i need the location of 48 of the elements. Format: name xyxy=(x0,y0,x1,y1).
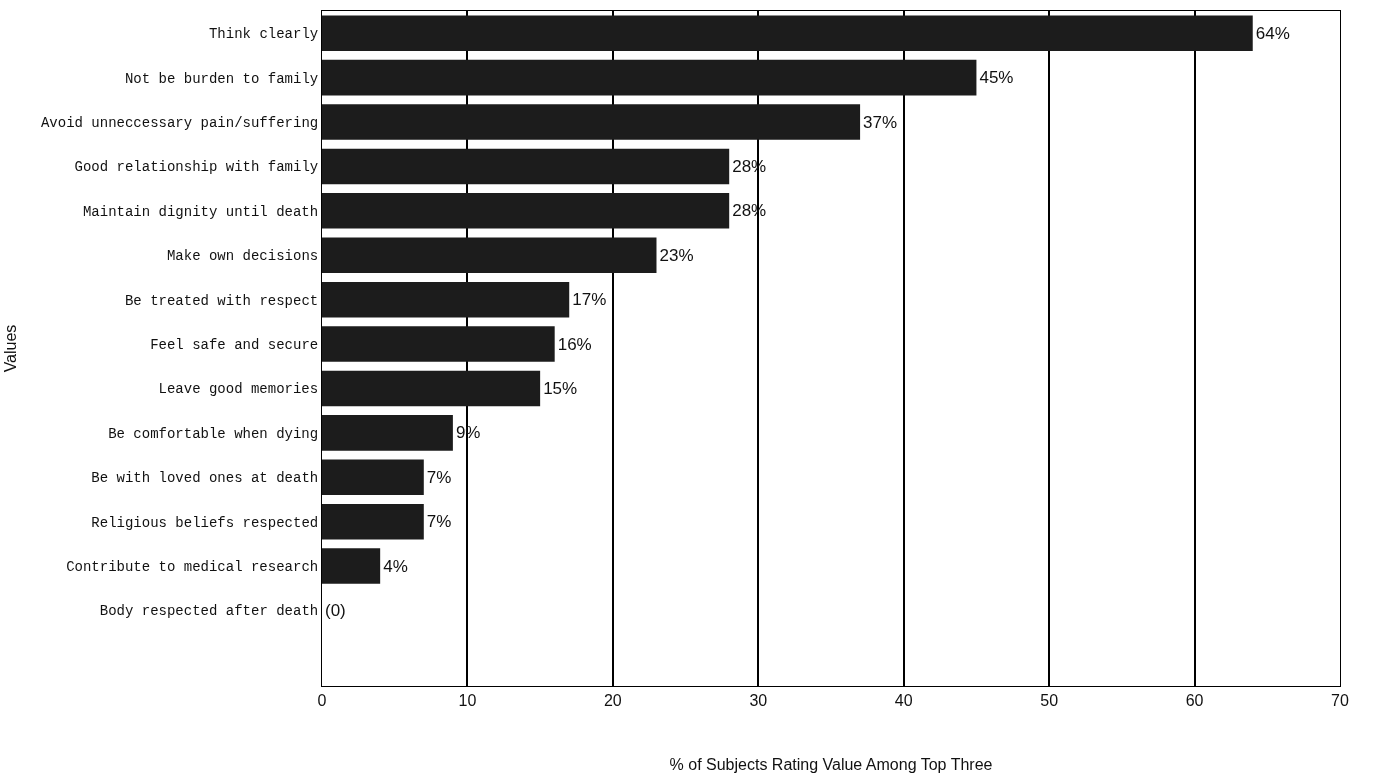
x-tick-label: 50 xyxy=(1040,692,1059,710)
data-label: 45% xyxy=(979,68,1014,88)
y-tick-label: Contribute to medical research xyxy=(66,559,319,575)
bar xyxy=(322,281,570,318)
bar xyxy=(322,148,730,185)
x-tick-label: 60 xyxy=(1185,692,1204,710)
data-label: 23% xyxy=(659,245,694,265)
y-tick-label: Avoid unneccessary pain/suffering xyxy=(40,114,319,131)
y-axis-title: Values xyxy=(1,324,19,373)
bar xyxy=(322,548,381,584)
x-tick-label: 0 xyxy=(317,692,327,710)
bar xyxy=(322,503,424,540)
y-tick-label: Feel safe and secure xyxy=(150,336,319,353)
x-tick-label: 20 xyxy=(603,692,622,710)
data-label: 64% xyxy=(1255,23,1290,43)
bar xyxy=(322,459,424,496)
bar xyxy=(322,193,730,229)
bar xyxy=(322,370,541,407)
y-tick-label: Leave good memories xyxy=(158,381,319,398)
y-tick-label: Be with loved ones at death xyxy=(91,470,319,487)
bar xyxy=(322,415,453,451)
data-label: 15% xyxy=(543,378,578,398)
y-tick-label: Be comfortable when dying xyxy=(108,425,319,442)
y-tick-label: Make own decisions xyxy=(166,248,319,265)
x-tick-label: 10 xyxy=(458,692,477,710)
y-tick-label: Good relationship with family xyxy=(74,159,319,176)
y-tick-label: Body respected after death xyxy=(99,603,319,620)
y-tick-label: Maintain dignity until death xyxy=(82,203,319,220)
bar xyxy=(322,104,861,140)
data-label: 7% xyxy=(426,467,452,487)
x-tick-label: 40 xyxy=(894,692,913,710)
y-tick-label: Religious beliefs respected xyxy=(91,514,319,531)
y-tick-label: Be treated with respect xyxy=(124,292,319,309)
x-tick-label: 30 xyxy=(749,692,768,710)
y-tick-label: Not be burden to family xyxy=(124,70,319,87)
data-label: (0) xyxy=(325,601,346,621)
data-label: 37% xyxy=(863,112,898,132)
data-label: 7% xyxy=(426,512,452,532)
bar xyxy=(322,326,555,362)
data-label: 4% xyxy=(383,556,408,576)
y-tick-label: Think clearly xyxy=(208,26,319,43)
x-tick-label: 70 xyxy=(1331,692,1349,710)
bar xyxy=(322,237,657,274)
bar xyxy=(322,15,1253,51)
data-label: 16% xyxy=(557,334,592,354)
data-label: 17% xyxy=(572,290,607,310)
bar xyxy=(322,59,977,96)
x-axis-title: % of Subjects Rating Value Among Top Three xyxy=(669,755,993,773)
